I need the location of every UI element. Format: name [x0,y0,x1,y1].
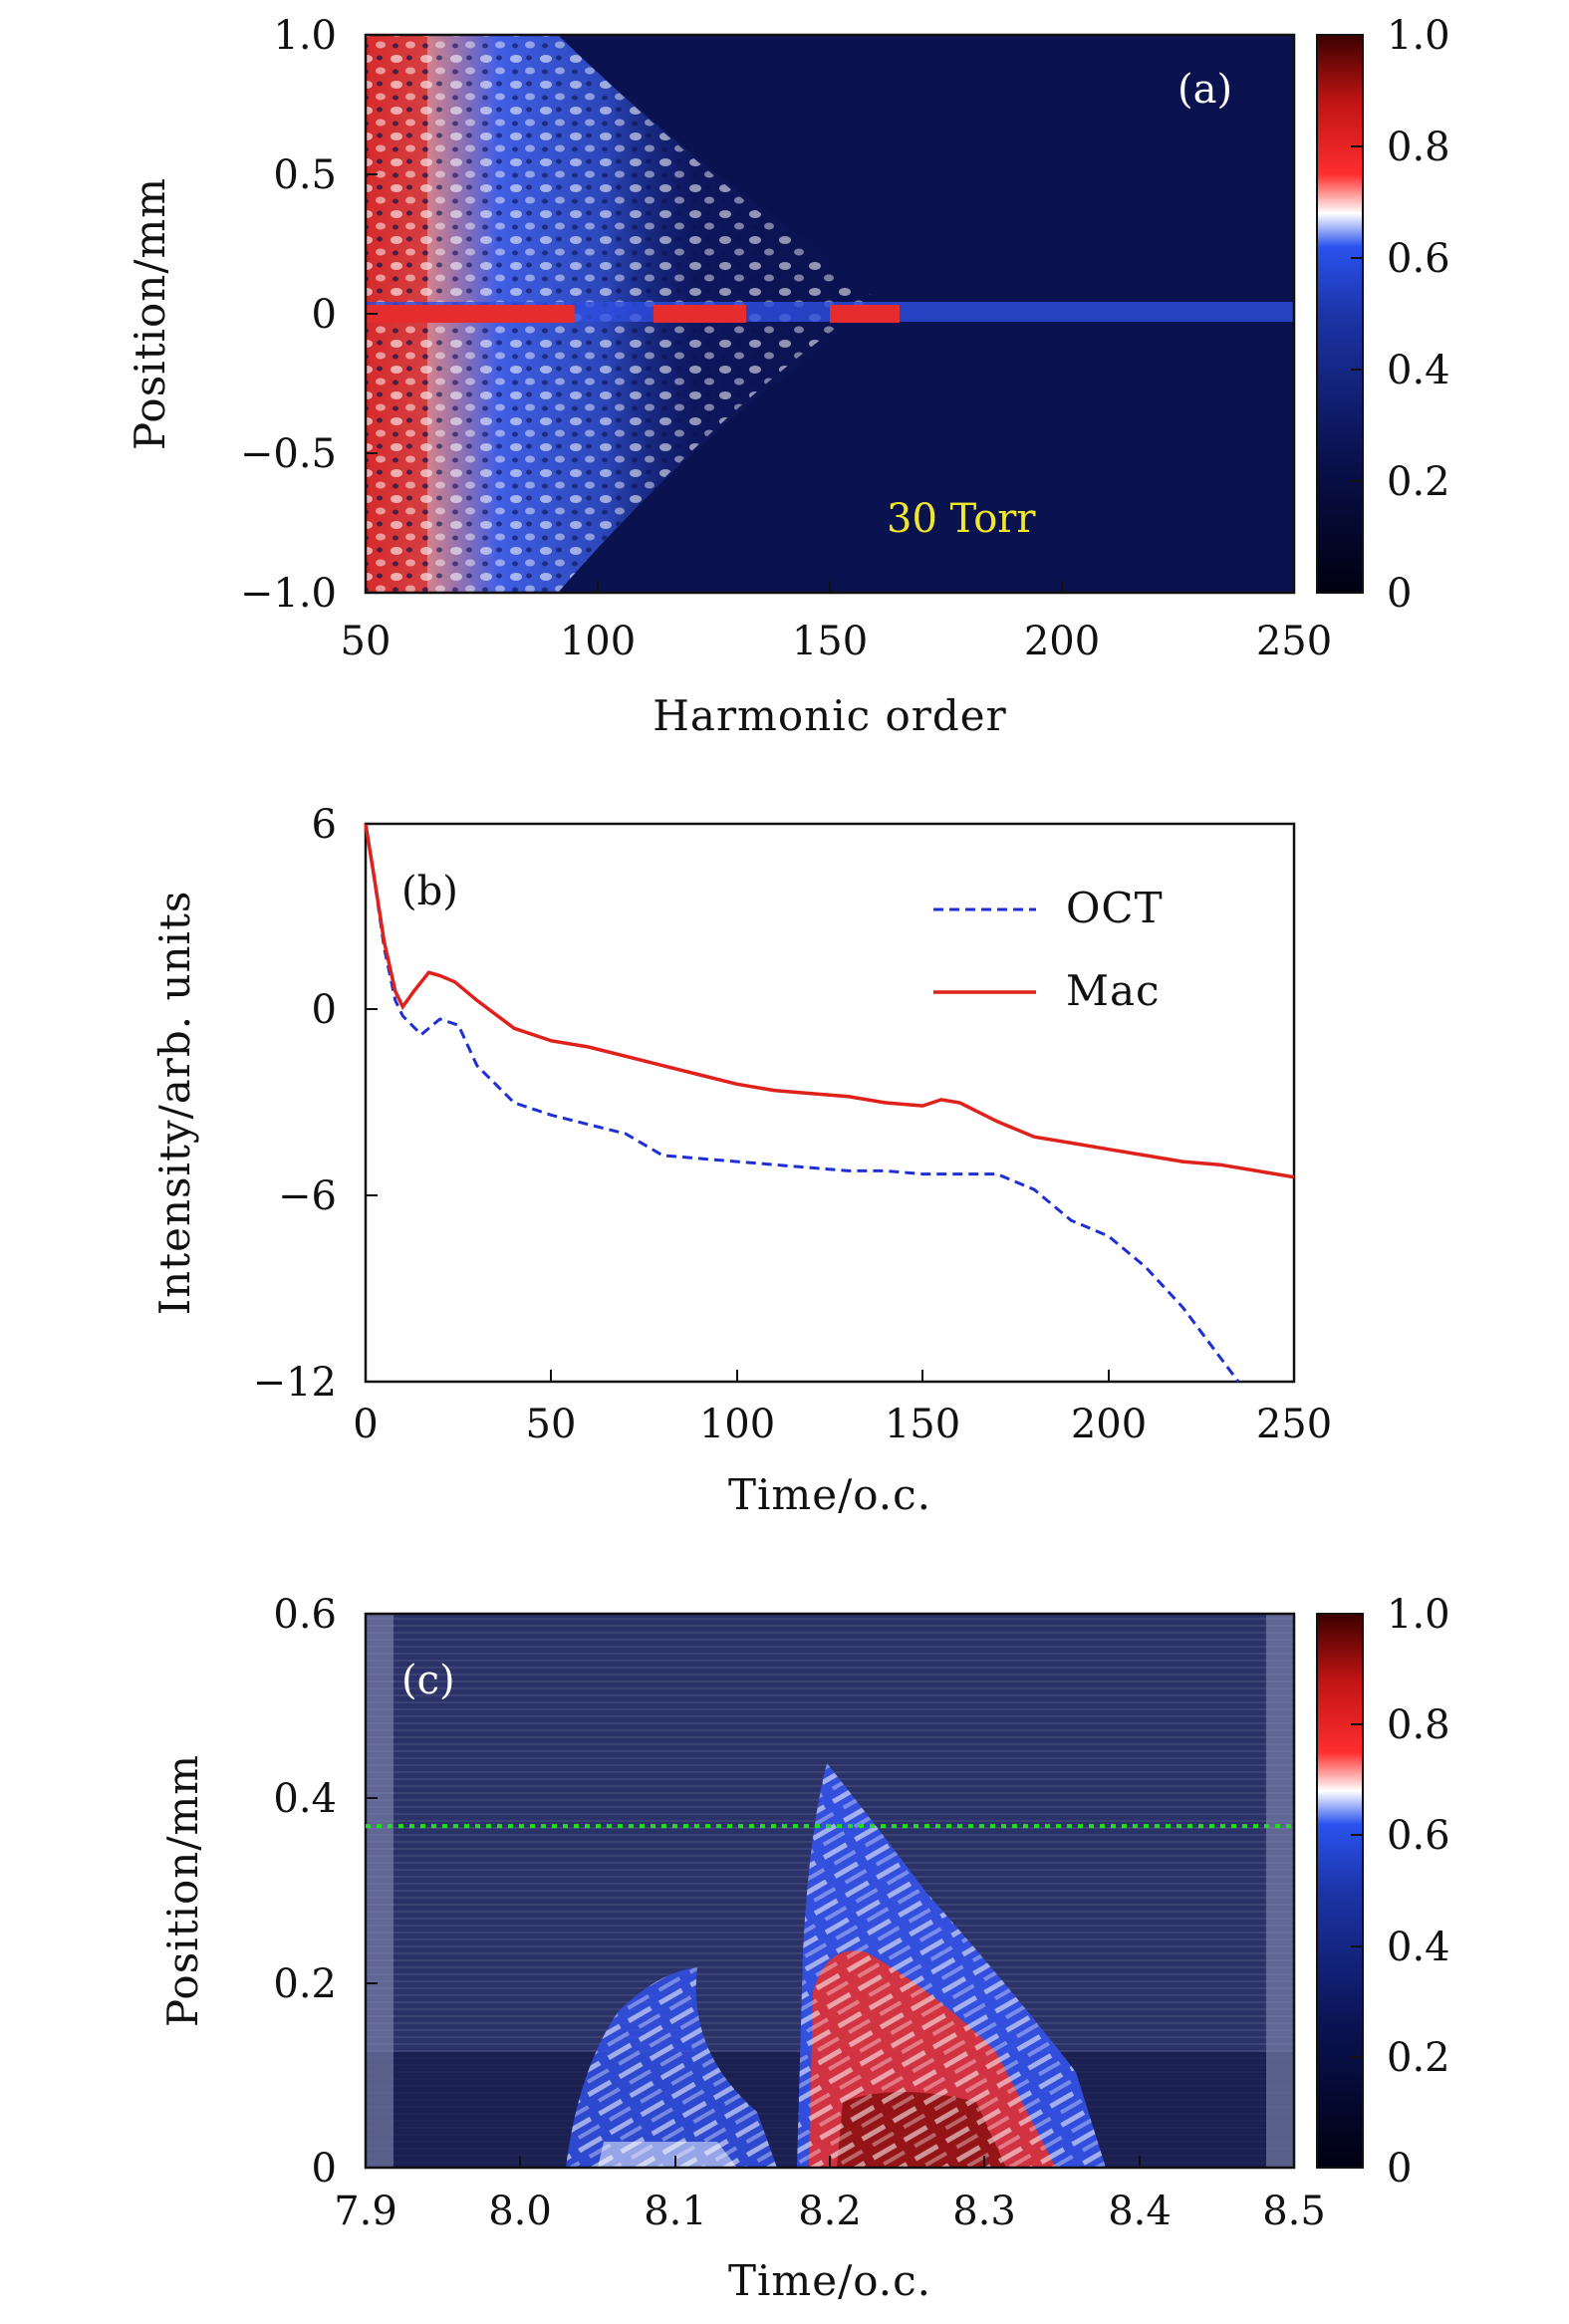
series-line-mac [364,823,1295,1179]
colorbar-tick-label: 0.2 [1387,2035,1450,2081]
colorbar-tick-label: 1.0 [1387,13,1450,59]
y-tick-label: 0.5 [273,152,337,198]
panel-a-x-axis: 50 100 150 200 250 Harmonic order [341,581,1332,740]
y-tick-label: 0.2 [273,1961,337,2007]
x-tick-label: 8.3 [952,2189,1016,2234]
x-tick-label: 8.2 [798,2189,862,2234]
y-tick-label: −0.5 [240,431,337,477]
x-tick-label: 7.9 [334,2189,397,2234]
panel-a-colorbar: 0 0.2 0.4 0.6 0.8 1.0 [1316,13,1450,617]
y-tick-label: −12 [253,1360,337,1406]
x-tick-label: 250 [1256,619,1332,664]
on-axis-segment [830,305,900,323]
panel-a-label: (a) [1177,67,1232,113]
colorbar-tick-label: 0.8 [1387,1702,1450,1748]
panel-c-x-axis: 7.9 8.0 8.1 8.2 8.3 8.4 8.5 Time/o.c. [334,2156,1326,2305]
x-tick-label: 8.4 [1108,2189,1172,2234]
x-tick-label: 250 [1256,1402,1332,1447]
y-tick-label: −1.0 [240,571,337,617]
y-tick-label: 0 [312,987,337,1033]
x-tick-label: 8.1 [644,2189,707,2234]
colorbar-tick-label: 1.0 [1387,1592,1450,1638]
y-axis-label: Intensity/arb. units [150,891,199,1316]
series-line-oct [364,823,1240,1383]
x-tick-label: 100 [560,619,636,664]
legend-label-mac: Mac [1066,966,1161,1015]
panel-b-label: (b) [401,869,458,914]
x-tick-label: 8.5 [1262,2189,1326,2234]
y-axis-label: Position/mm [126,177,174,450]
panel-c-y-axis: 0 0.2 0.4 0.6 Position/mm [158,1592,378,2192]
colorbar-tick-label: 0 [1387,2146,1412,2192]
x-axis-label: Harmonic order [653,691,1006,740]
panel-a-annotation: 30 Torr [887,496,1036,542]
y-axis-label: Position/mm [158,1754,207,2027]
panel-c: (c) 7.9 8.0 8.1 8.2 8.3 8.4 8.5 Time/o.c… [158,1592,1450,2305]
x-axis-label: Time/o.c. [728,2256,931,2305]
x-tick-label: 0 [353,1402,378,1447]
legend: OCT Mac [933,884,1164,1015]
x-tick-label: 50 [341,619,392,664]
x-tick-label: 200 [1071,1402,1147,1447]
x-tick-label: 150 [885,1402,960,1447]
y-tick-label: 0 [312,292,337,338]
panel-a-y-axis: −1.0 −0.5 0 0.5 1.0 Position/mm [126,13,378,617]
y-tick-label: 1.0 [273,13,337,59]
panel-b-x-axis: 0 50 100 150 200 250 Time/o.c. [353,1370,1332,1519]
y-tick-label: 0.6 [273,1592,337,1638]
panel-c-colorbar: 0 0.2 0.4 0.6 0.8 1.0 [1316,1592,1450,2192]
y-tick-label: −6 [278,1173,337,1219]
x-tick-label: 200 [1024,619,1100,664]
colorbar-tick-label: 0.6 [1387,1813,1450,1859]
on-axis-segment [366,305,575,323]
panel-a: (a) 30 Torr 50 100 150 200 250 Harmonic … [126,13,1450,740]
panel-c-label: (c) [401,1658,455,1703]
y-tick-label: 0.4 [273,1776,337,1822]
colorbar-tick-label: 0.8 [1387,125,1450,170]
colorbar-tick-label: 0.4 [1387,348,1450,393]
on-axis-segment [653,305,747,323]
panel-b-y-axis: −12 −6 0 6 Intensity/arb. units [150,802,378,1406]
x-tick-label: 8.0 [488,2189,552,2234]
y-tick-label: 6 [312,802,337,848]
panel-b-frame [364,822,1296,1384]
colorbar-tick-label: 0.6 [1387,236,1450,282]
panel-c-heatmap [366,1614,1294,2168]
colorbar-tick-label: 0.2 [1387,459,1450,505]
x-tick-label: 100 [699,1402,775,1447]
x-tick-label: 150 [792,619,868,664]
colorbar-tick-label: 0.4 [1387,1925,1450,1970]
colorbar-tick-label: 0 [1387,571,1412,617]
x-tick-label: 50 [526,1402,577,1447]
legend-label-oct: OCT [1066,884,1164,932]
y-tick-label: 0 [312,2146,337,2192]
panel-b: (b) OCT Mac 0 50 100 150 200 250 Time/o.… [150,802,1332,1519]
panel-a-heatmap [366,35,1294,593]
x-axis-label: Time/o.c. [728,1470,931,1519]
